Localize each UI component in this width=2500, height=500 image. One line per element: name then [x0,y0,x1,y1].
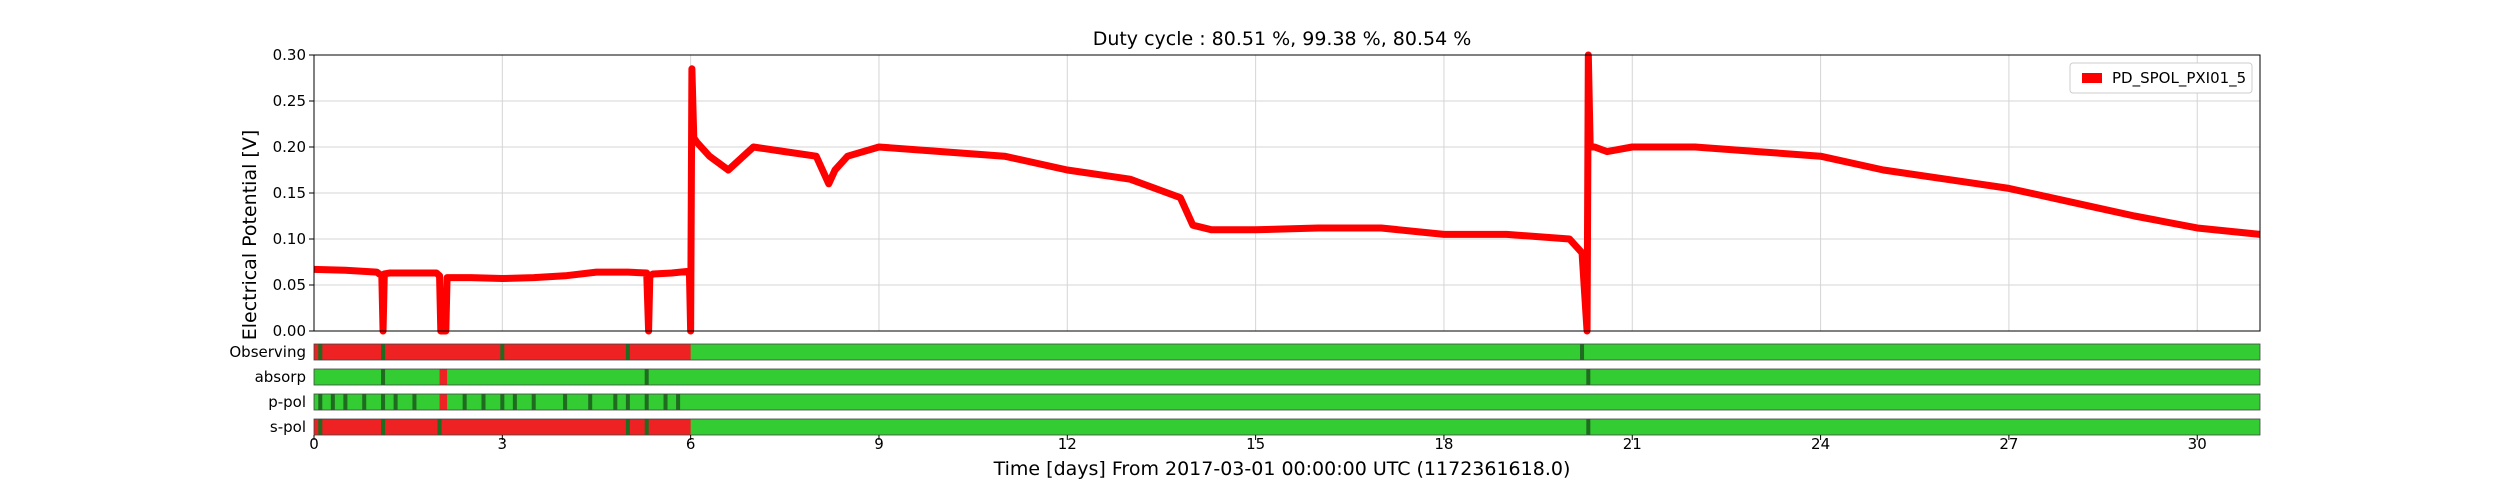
x-tick-label: 18 [1434,435,1453,453]
segment-mark [512,394,517,410]
segment-mark [481,394,486,410]
segment-active [447,394,2260,410]
x-tick-label: 3 [498,435,508,453]
x-tick-label: 27 [1999,435,2018,453]
segment-frame [313,343,2261,361]
plot-area: 0.00 0.05 0.10 0.15 0.20 0.25 0.30 0 3 6 9 12 15 18 21… [273,46,2261,453]
y-tick-label: 0.05 [273,276,306,294]
x-tick-label: 0 [309,435,319,453]
x-axis-label: Time [days] From 2017-03-01 00:00:00 UTC… [993,458,1571,480]
segment-mark [644,369,649,385]
segment-mark [412,394,417,410]
x-tick-label: 12 [1058,435,1077,453]
segment-mark [381,419,386,435]
segment-mark [362,394,367,410]
x-tick-label: 9 [874,435,884,453]
segment-mark [318,394,323,410]
segment-mark [393,394,398,410]
segment-mark [381,369,386,385]
chart-title: Duty cycle : 80.51 %, 99.38 %, 80.54 % [1093,28,1472,50]
segment-active [690,344,2260,360]
x-tick-label: 15 [1246,435,1265,453]
segments-area: Observing absorp p-pol s-pol [229,343,2261,440]
y-tick-label: 0.15 [273,184,306,202]
x-tick-label: 24 [1811,435,1830,453]
y-tick-label: 0.10 [273,230,306,248]
segment-label: s-pol [270,418,306,436]
segment-mark [644,419,649,435]
segment-frame [313,368,2261,386]
segment-active [447,369,2260,385]
segment-mark [588,394,593,410]
segment-mark [625,344,630,360]
segment-mark [381,344,386,360]
x-tick-label: 21 [1623,435,1642,453]
segment-mark [644,394,649,410]
segment-mark [343,394,348,410]
segment-label: p-pol [268,393,306,411]
segment-mark [500,394,505,410]
segment-label: absorp [255,368,306,386]
segment-mark [625,394,630,410]
segment-mark [531,394,536,410]
segment-mark [330,394,335,410]
segment-mark [381,394,386,410]
legend-swatch [2082,73,2102,83]
segment-mark [318,419,323,435]
legend: PD_SPOL_PXI01_5 [2069,62,2253,94]
segment-frame [313,393,2261,411]
segment-mark [1586,369,1591,385]
y-tick-label: 0.30 [273,46,306,64]
segment-mark [318,344,323,360]
segment-mark [613,394,618,410]
segment-mark [1580,344,1585,360]
x-tick-label: 30 [2188,435,2207,453]
segment-mark [462,394,467,410]
segment-active [314,369,440,385]
segment-mark [676,394,681,410]
segment-frame [313,418,2261,436]
legend-entry: PD_SPOL_PXI01_5 [2112,69,2246,88]
x-tick-label: 6 [686,435,696,453]
segment-active [690,419,2260,435]
legend-box [2069,62,2253,94]
segment-mark [563,394,568,410]
y-tick-label: 0.20 [273,138,306,156]
y-tick-label: 0.25 [273,92,306,110]
segment-mark [500,344,505,360]
segment-label: Observing [229,343,306,361]
y-axis-label: Electrical Potential [V] [239,130,261,340]
segment-mark [625,419,630,435]
segment-mark [437,419,442,435]
segment-mark [1586,419,1591,435]
segment-mark [663,394,668,410]
y-tick-label: 0.00 [273,322,306,340]
